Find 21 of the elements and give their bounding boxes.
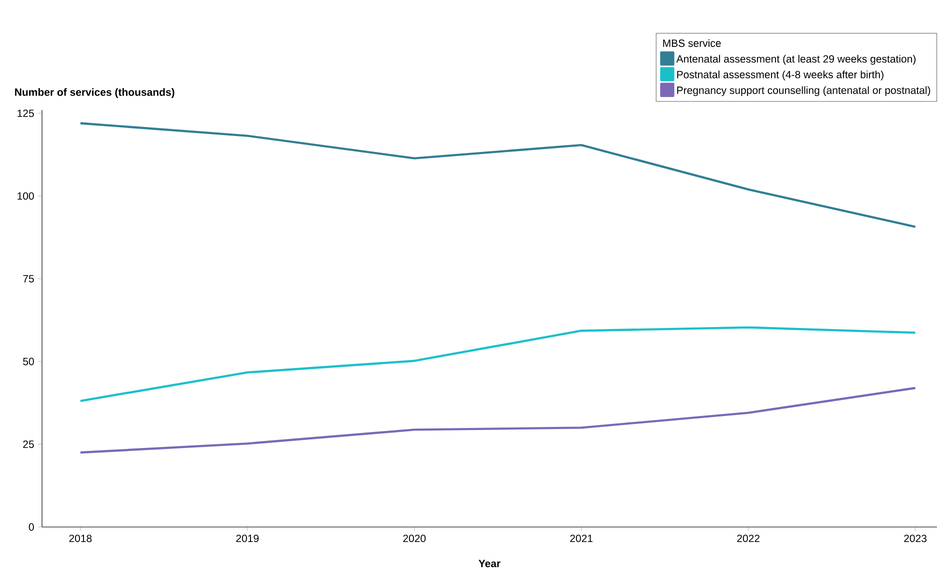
y-tick-label: 125 xyxy=(18,110,34,118)
legend-label: Pregnancy support counselling (antenatal or postnatal) xyxy=(677,86,930,96)
x-tick-label: 2019 xyxy=(236,534,259,542)
line-series xyxy=(79,326,916,402)
y-tick-label: 100 xyxy=(18,192,34,200)
legend-label: Postnatal assessment (4-8 weeks after birth) xyxy=(677,70,884,80)
x-tick-label: 2022 xyxy=(737,534,760,542)
x-tick-label: 2018 xyxy=(69,534,92,542)
x-tick-label: 2023 xyxy=(904,534,927,542)
y-tick-label: 75 xyxy=(23,275,34,282)
y-tick-label: 25 xyxy=(23,440,34,448)
y-axis-title: Number of services (thousands) xyxy=(15,88,174,98)
y-tick-label: 50 xyxy=(23,358,34,366)
line-series xyxy=(79,386,916,454)
x-tick-label: 2021 xyxy=(570,534,593,542)
legend-title: MBS service xyxy=(663,39,721,47)
x-axis-title: Year xyxy=(478,560,500,568)
line-series xyxy=(79,122,916,228)
legend-label: Antenatal assessment (at least 29 weeks gestation) xyxy=(676,54,916,65)
y-tick-label: 0 xyxy=(28,523,34,531)
x-tick-label: 2020 xyxy=(403,534,426,542)
